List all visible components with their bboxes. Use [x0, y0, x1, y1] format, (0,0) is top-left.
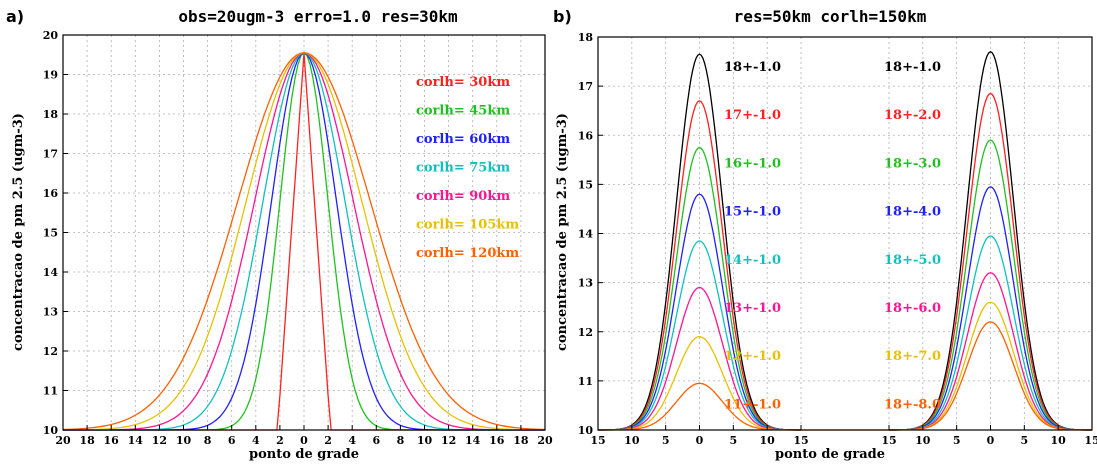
y-tick-label: 15 [43, 227, 58, 240]
x-tick-label: 5 [730, 434, 738, 447]
legend-entry: corlh= 90km [416, 189, 510, 204]
panel-a-ylabel: concentracao de pm 2.5 (ugm-3) [11, 113, 26, 351]
panel-a-ticks: 20 18 16 14 12 10 8 6 4 2 0 2 4 6 8 10 12 14 16 18 201011121… [43, 29, 553, 447]
y-tick-label: 18 [578, 31, 594, 44]
x-tick-label: 10 [176, 434, 192, 447]
x-tick-label: 0 [696, 434, 704, 447]
x-tick-label: 20 [55, 434, 71, 447]
legend-entry: 17+-1.0 [724, 108, 781, 123]
legend-entry: 18+-5.0 [884, 253, 941, 268]
legend-entry: corlh= 105km [416, 218, 519, 233]
x-tick-label: 6 [372, 434, 380, 447]
panel-b-ylabel: concentracao de pm 2.5 (ugm-3) [555, 113, 570, 351]
legend-entry: 14+-1.0 [724, 253, 781, 268]
panel-b-grid [597, 36, 1093, 431]
legend-entry: 18+-1.0 [724, 60, 781, 75]
y-tick-label: 17 [578, 80, 593, 93]
panel-b-legend: 18+-1.0 17+-1.0 16+-1.0 15+-1.0 14+-1.0 13+-1… [724, 60, 941, 412]
x-tick-label: 16 [104, 434, 120, 447]
x-tick-label: 10 [760, 434, 776, 447]
y-tick-label: 13 [578, 277, 593, 290]
legend-entry: 18+-3.0 [884, 156, 941, 171]
legend-entry: corlh= 45km [416, 104, 510, 119]
x-tick-label: 10 [1051, 434, 1067, 447]
x-tick-label: 8 [204, 434, 212, 447]
panel-a: a) obs=20ugm-3 erro=1.0 res=30km 20 18 16 1… [6, 7, 553, 462]
y-tick-label: 13 [43, 306, 58, 319]
x-tick-label: 15 [1084, 434, 1097, 447]
y-tick-label: 12 [43, 345, 58, 358]
x-tick-label: 20 [537, 434, 553, 447]
series-line-6 [62, 52, 546, 431]
y-tick-label: 16 [578, 129, 594, 142]
y-tick-label: 14 [578, 228, 594, 241]
x-tick-label: 16 [489, 434, 505, 447]
y-tick-label: 12 [578, 326, 593, 339]
y-tick-label: 18 [43, 108, 59, 121]
legend-entry: 15+-1.0 [724, 205, 781, 220]
x-tick-label: 6 [228, 434, 236, 447]
panel-b: b) res=50km corlh=150km 15 10 5 0 5 10 15 15 10 5… [553, 7, 1097, 462]
legend-entry: 18+-8.0 [884, 397, 941, 412]
x-tick-label: 12 [152, 434, 167, 447]
legend-entry: 12+-1.0 [724, 349, 781, 364]
x-tick-label: 15 [793, 434, 808, 447]
x-tick-label: 15 [590, 434, 605, 447]
y-tick-label: 17 [43, 148, 58, 161]
legend-entry: 18+-6.0 [884, 301, 941, 316]
x-tick-label: 4 [348, 434, 356, 447]
x-tick-label: 0 [987, 434, 995, 447]
y-tick-label: 16 [43, 187, 59, 200]
panel-a-title: obs=20ugm-3 erro=1.0 res=30km [178, 7, 458, 26]
panel-a-grid [62, 34, 546, 431]
legend-entry: 18+-2.0 [884, 108, 941, 123]
x-tick-label: 2 [276, 434, 284, 447]
y-tick-label: 10 [578, 424, 594, 437]
legend-entry: 13+-1.0 [724, 301, 781, 316]
x-tick-label: 2 [324, 434, 332, 447]
y-tick-label: 15 [578, 178, 593, 191]
y-tick-label: 20 [43, 29, 59, 42]
y-tick-label: 11 [578, 375, 593, 388]
legend-entry: corlh= 75km [416, 161, 510, 176]
x-tick-label: 5 [1021, 434, 1029, 447]
x-tick-label: 10 [417, 434, 433, 447]
x-tick-label: 0 [300, 434, 308, 447]
panel-a-legend: corlh= 30km corlh= 45km corlh= 60km corlh= … [416, 75, 519, 261]
x-tick-label: 8 [397, 434, 405, 447]
x-tick-label: 14 [465, 434, 481, 447]
x-tick-label: 12 [441, 434, 456, 447]
panel-b-title: res=50km corlh=150km [734, 7, 927, 26]
y-tick-label: 10 [43, 424, 59, 437]
x-tick-label: 5 [953, 434, 961, 447]
legend-entry: 18+-1.0 [884, 60, 941, 75]
panel-a-xlabel: ponto de grade [249, 447, 359, 462]
y-tick-label: 14 [43, 266, 59, 279]
panel-b-label: b) [553, 7, 572, 26]
x-tick-label: 4 [252, 434, 260, 447]
y-tick-label: 11 [43, 385, 58, 398]
x-tick-label: 10 [915, 434, 931, 447]
x-tick-label: 15 [881, 434, 896, 447]
y-tick-label: 19 [43, 69, 58, 82]
legend-entry: 16+-1.0 [724, 156, 781, 171]
legend-entry: 18+-4.0 [884, 205, 941, 220]
x-tick-label: 18 [79, 434, 95, 447]
legend-entry: corlh= 60km [416, 132, 510, 147]
x-tick-label: 10 [624, 434, 640, 447]
legend-entry: corlh= 120km [416, 246, 519, 261]
legend-entry: corlh= 30km [416, 75, 510, 90]
panel-b-curves [598, 50, 1092, 431]
x-tick-label: 18 [513, 434, 529, 447]
x-tick-label: 5 [662, 434, 670, 447]
panel-b-xlabel: ponto de grade [775, 447, 885, 462]
panel-a-label: a) [6, 7, 24, 26]
x-tick-label: 14 [128, 434, 144, 447]
legend-entry: 11+-1.0 [724, 397, 781, 412]
legend-entry: 18+-7.0 [884, 349, 941, 364]
